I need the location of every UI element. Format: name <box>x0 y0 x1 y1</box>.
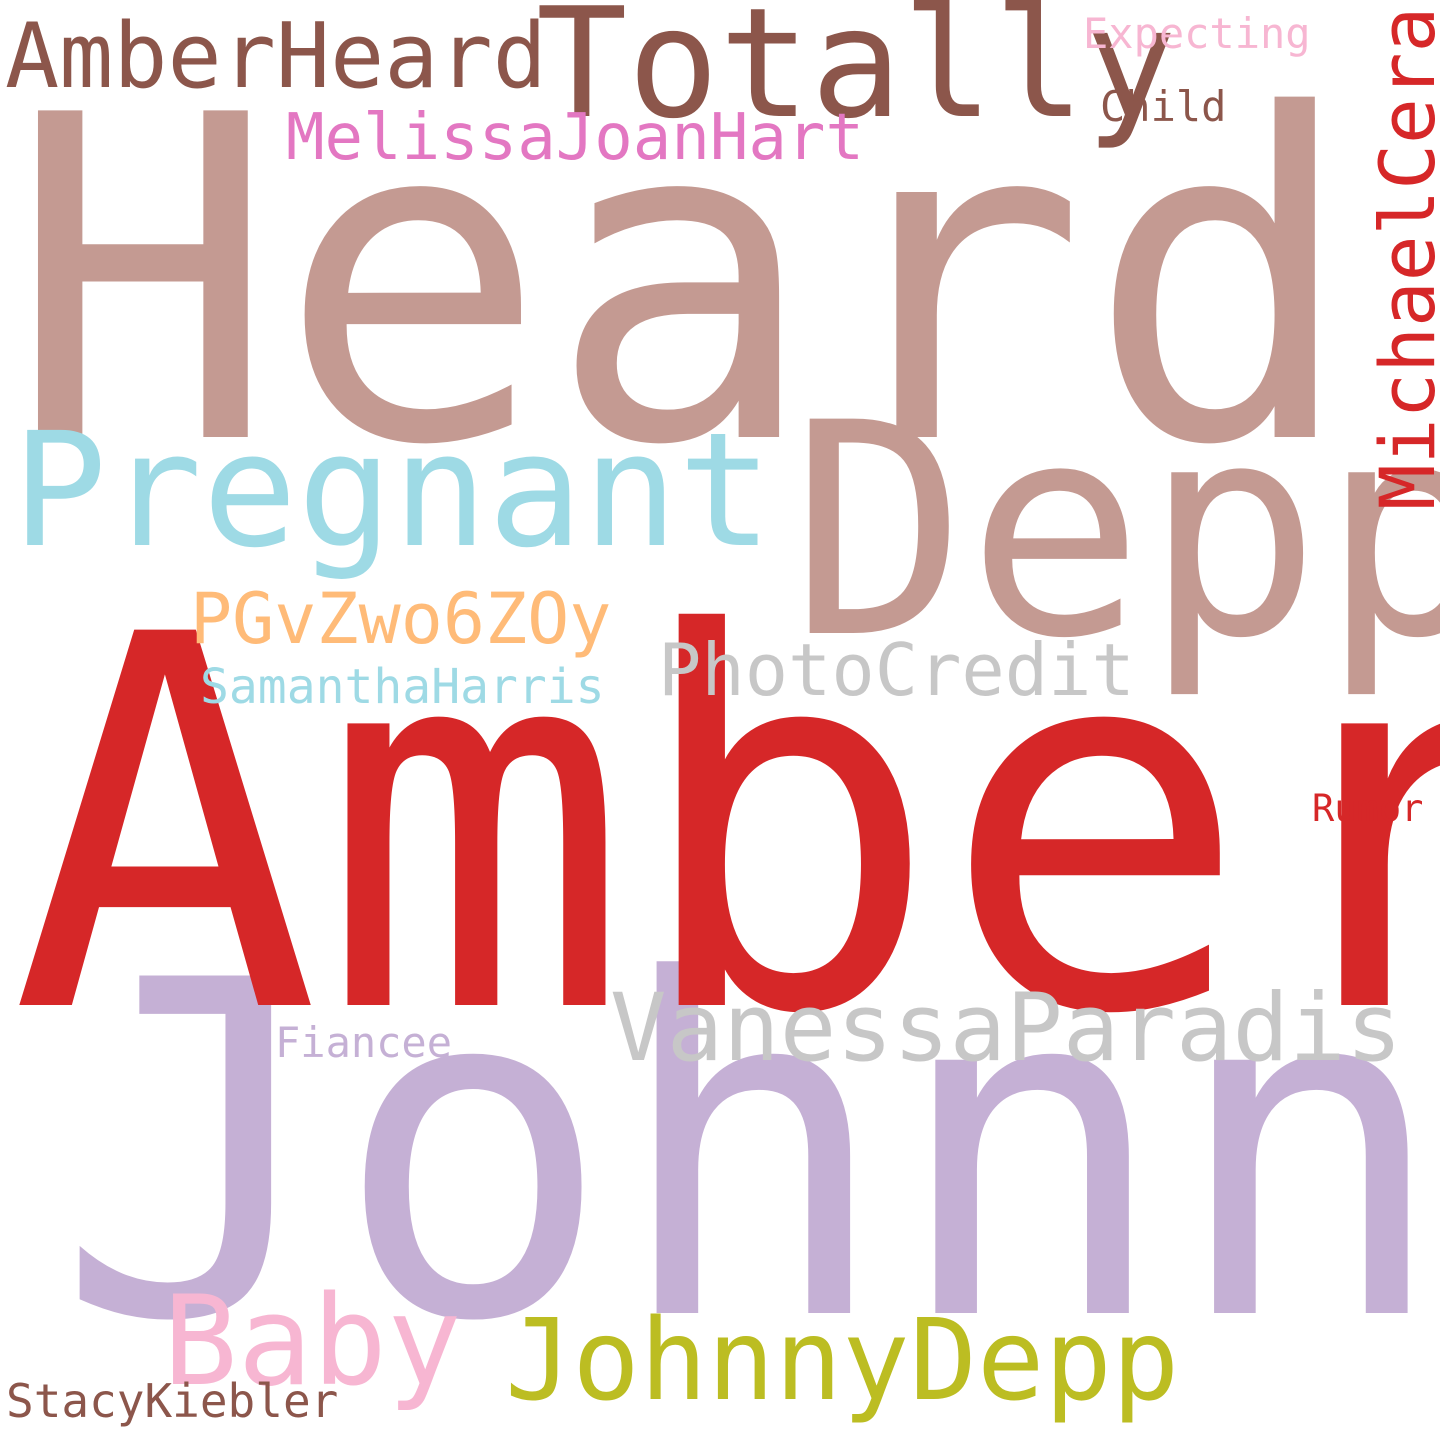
word-expecting: Expecting <box>1083 9 1311 58</box>
word-samanthaharris: SamanthaHarris <box>200 659 605 715</box>
word-johnny: Johnny <box>55 884 1440 1423</box>
word-pgvzwo6zoy: PGvZwo6ZOy <box>190 578 612 660</box>
word-michaelcera: MichaelCera <box>1363 6 1440 510</box>
word-totally: Totally <box>536 0 1177 152</box>
word-vanessaparadis: VanessaParadis <box>610 974 1403 1083</box>
word-pregnant: Pregnant <box>12 399 773 583</box>
word-fiancee: Fiancee <box>275 1018 453 1067</box>
word-photocredit: PhotoCredit <box>658 628 1135 712</box>
word-stacykiebler: StacyKiebler <box>6 1374 339 1428</box>
word-rumor: Rumor <box>1312 787 1424 830</box>
word-amberheard: AmberHeard <box>5 4 547 109</box>
word-amber: Amber <box>10 528 1440 1127</box>
word-johnnydepp: JohnnyDepp <box>505 1296 1180 1426</box>
word-child: Child <box>1100 82 1227 131</box>
word-melissajoanhart: MelissaJoanHart <box>286 101 864 175</box>
word-heard: Heard <box>8 21 1357 543</box>
word-baby: Baby <box>163 1270 462 1414</box>
word-depp: Depp <box>790 361 1440 703</box>
